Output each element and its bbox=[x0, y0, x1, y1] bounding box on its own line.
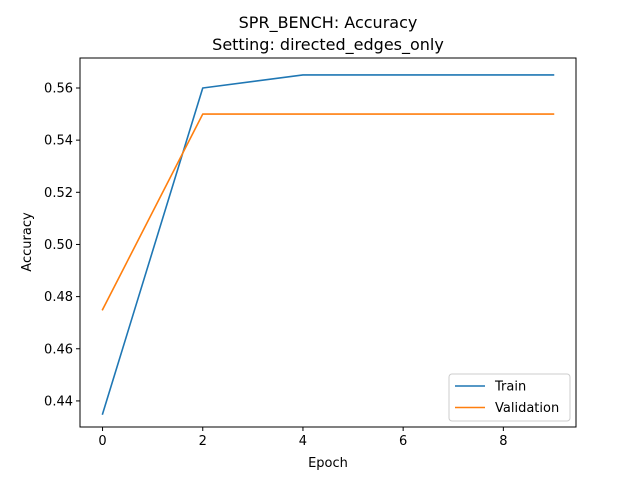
x-axis-label: Epoch bbox=[308, 456, 348, 471]
y-tick-label: 0.56 bbox=[44, 81, 73, 96]
legend: Train Validation bbox=[448, 373, 571, 422]
legend-items: Train Validation bbox=[455, 380, 559, 416]
series-line-train bbox=[101, 74, 555, 415]
x-tick-label: 4 bbox=[299, 434, 307, 449]
chart-subtitle: Setting: directed_edges_only bbox=[212, 35, 444, 55]
y-tick-label: 0.52 bbox=[44, 186, 73, 201]
chart-title: SPR_BENCH: Accuracy bbox=[239, 13, 418, 33]
y-tick-label: 0.50 bbox=[44, 238, 73, 253]
x-tick-label: 8 bbox=[499, 434, 507, 449]
y-axis: 0.44 0.46 0.48 0.50 0.52 0.54 0.56 bbox=[44, 81, 80, 409]
x-tick-label: 6 bbox=[399, 434, 407, 449]
y-tick-label: 0.48 bbox=[44, 290, 73, 305]
series-layer bbox=[101, 74, 555, 415]
y-tick-label: 0.44 bbox=[44, 394, 73, 409]
series-line-validation bbox=[101, 113, 555, 311]
y-tick-label: 0.54 bbox=[44, 134, 73, 149]
plot-frame bbox=[79, 57, 577, 428]
y-axis-label: Accuracy bbox=[20, 212, 35, 272]
x-axis: 0 2 4 6 8 bbox=[98, 427, 507, 449]
legend-label-train: Train bbox=[494, 380, 526, 395]
x-tick-label: 2 bbox=[199, 434, 207, 449]
x-tick-label: 0 bbox=[98, 434, 106, 449]
plot-area bbox=[79, 57, 577, 428]
legend-label-validation: Validation bbox=[495, 401, 559, 416]
y-tick-label: 0.46 bbox=[44, 342, 73, 357]
